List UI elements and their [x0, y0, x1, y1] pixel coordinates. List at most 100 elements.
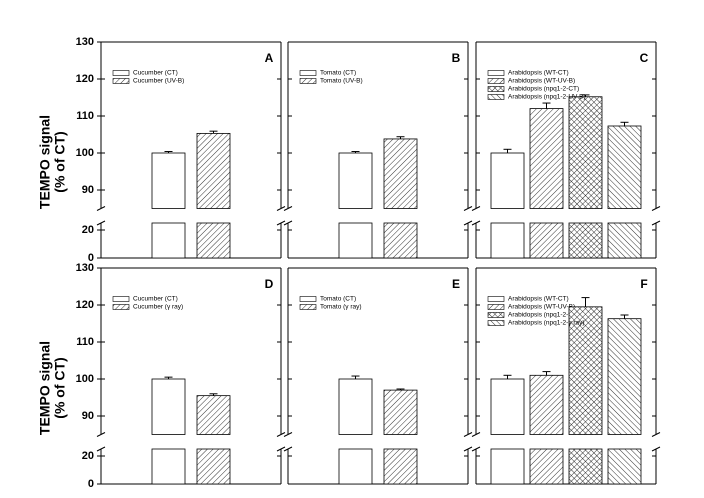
- y-tick-label: 100: [76, 147, 94, 159]
- panel-label: A: [265, 51, 274, 65]
- panel-label: E: [452, 277, 460, 291]
- legend-label: Tomato (γ ray): [320, 304, 362, 311]
- legend-swatch: [487, 304, 505, 310]
- legend-swatch: [487, 78, 505, 84]
- axis-break: [471, 432, 481, 437]
- y-tick-label: 20: [82, 450, 94, 462]
- bar: [607, 125, 642, 209]
- y-tick-label: 120: [76, 299, 94, 311]
- bar-lower: [568, 222, 603, 259]
- panel-label: D: [265, 277, 274, 291]
- y-tick-label: 20: [82, 224, 94, 236]
- legend-swatch: [112, 78, 130, 84]
- bar: [568, 96, 603, 209]
- bar: [338, 378, 373, 435]
- axis-break: [283, 432, 293, 437]
- axis-break: [651, 220, 661, 226]
- axis-break: [283, 446, 293, 452]
- y-tick-label: 110: [76, 110, 94, 122]
- axis-break: [96, 432, 106, 437]
- legend-swatch: [112, 296, 130, 302]
- axis-break: [463, 206, 473, 211]
- bar: [151, 152, 186, 209]
- bar-lower: [338, 222, 373, 259]
- legend-swatch: [112, 70, 130, 76]
- y-tick-label: 0: [88, 478, 94, 490]
- bar: [568, 306, 603, 435]
- axis-break: [471, 206, 481, 211]
- bar: [383, 138, 418, 209]
- bar-lower: [383, 448, 418, 485]
- axis-break: [283, 220, 293, 226]
- axis-break: [651, 206, 661, 211]
- bar-lower: [196, 448, 231, 485]
- bar-lower: [568, 448, 603, 485]
- bar: [529, 374, 564, 435]
- legend-label: Tomato (CT): [320, 296, 356, 303]
- legend-label: Arabidopsis (WT-CT): [508, 296, 569, 303]
- panel-label: F: [640, 277, 647, 291]
- axis-break: [471, 446, 481, 452]
- legend-swatch: [112, 304, 130, 310]
- axis-break: [96, 446, 106, 452]
- legend-label: Arabidopsis (npq1-2-γ ray): [508, 320, 585, 327]
- legend-label: Arabidopsis (WT-CT): [508, 70, 569, 77]
- axis-break: [651, 432, 661, 437]
- y-tick-label: 110: [76, 336, 94, 348]
- y-tick-label: 0: [88, 252, 94, 264]
- axis-break: [463, 220, 473, 226]
- y-axis-label: (% of CT): [52, 131, 68, 192]
- axis-break: [276, 446, 286, 452]
- axis-break: [471, 220, 481, 226]
- legend-label: Arabidopsis (WT-UV-B): [508, 78, 575, 85]
- legend-swatch: [487, 94, 505, 100]
- bar-lower: [529, 222, 564, 259]
- bar-lower: [338, 448, 373, 485]
- legend-label: Cucumber (CT): [133, 70, 178, 77]
- legend-label: Arabidopsis (npq1-2-CT): [508, 86, 579, 93]
- bar-lower: [151, 222, 186, 259]
- y-axis-label: (% of CT): [52, 357, 68, 418]
- legend-label: Tomato (UV-B): [320, 78, 363, 85]
- axis-break: [651, 446, 661, 452]
- axis-break: [276, 206, 286, 211]
- legend-swatch: [487, 320, 505, 326]
- axis-break: [283, 206, 293, 211]
- bar-lower: [490, 222, 525, 259]
- legend-swatch: [299, 78, 317, 84]
- legend-label: Arabidopsis (npq1-2-γ ray): [508, 312, 585, 319]
- legend-swatch: [299, 70, 317, 76]
- y-axis-label: TEMPO signal: [37, 341, 53, 435]
- bar: [383, 389, 418, 435]
- bar-lower: [196, 222, 231, 259]
- legend-label: Cucumber (γ ray): [133, 304, 183, 311]
- bar: [196, 395, 231, 435]
- y-tick-label: 100: [76, 373, 94, 385]
- legend-label: Tomato (CT): [320, 70, 356, 77]
- bar: [490, 378, 525, 435]
- bar: [607, 318, 642, 435]
- legend-label: Cucumber (UV-B): [133, 78, 184, 85]
- bar-lower: [490, 448, 525, 485]
- bar-lower: [607, 222, 642, 259]
- y-axis-label: TEMPO signal: [37, 115, 53, 209]
- bar: [490, 152, 525, 209]
- y-tick-label: 90: [82, 184, 94, 196]
- legend-swatch: [487, 296, 505, 302]
- bar-lower: [383, 222, 418, 259]
- legend-swatch: [487, 70, 505, 76]
- bar: [151, 378, 186, 435]
- bar: [196, 132, 231, 209]
- legend-swatch: [299, 296, 317, 302]
- bar-lower: [151, 448, 186, 485]
- legend-label: Arabidopsis (npq1-2-UV-B): [508, 94, 586, 101]
- y-tick-label: 90: [82, 410, 94, 422]
- bar: [529, 108, 564, 209]
- panel-label: C: [640, 51, 649, 65]
- axis-break: [463, 432, 473, 437]
- legend-swatch: [487, 86, 505, 92]
- bar-lower: [607, 448, 642, 485]
- axis-break: [276, 432, 286, 437]
- y-tick-label: 130: [76, 36, 94, 48]
